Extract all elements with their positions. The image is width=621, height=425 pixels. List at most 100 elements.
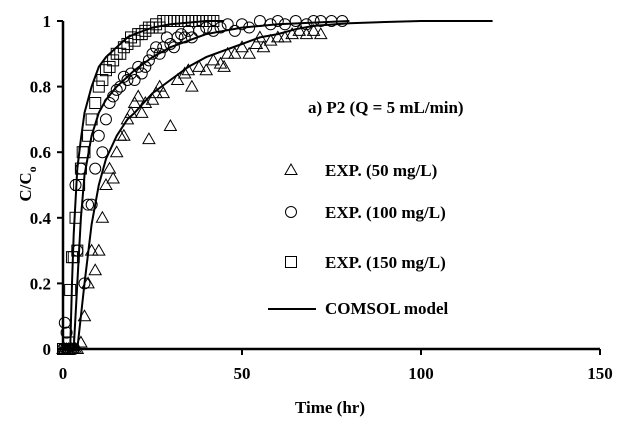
data-point xyxy=(60,326,73,339)
data-point xyxy=(227,46,242,59)
data-point xyxy=(175,28,188,41)
series-3 xyxy=(69,20,493,350)
data-point xyxy=(128,74,141,87)
data-point xyxy=(134,105,149,118)
x-tick-label: 100 xyxy=(408,364,434,383)
data-point xyxy=(85,198,98,211)
data-point xyxy=(270,30,285,43)
x-tick-label: 150 xyxy=(587,364,613,383)
data-point xyxy=(289,15,302,27)
legend-item-3: COMSOL model xyxy=(268,299,449,318)
data-point xyxy=(306,23,321,36)
data-point xyxy=(110,83,123,96)
legend-item-1: EXP. (100 mg/L) xyxy=(285,203,446,222)
data-point xyxy=(228,24,241,37)
data-point xyxy=(109,145,124,158)
y-tick-label: 1 xyxy=(43,12,52,31)
legend-item-2: EXP. (150 mg/L) xyxy=(285,253,446,272)
data-point xyxy=(145,92,160,105)
data-point xyxy=(313,27,328,40)
y-tick-label: 0.8 xyxy=(30,78,51,97)
data-point xyxy=(120,112,135,125)
data-point xyxy=(164,37,177,50)
data-point xyxy=(235,40,249,53)
x-tick-label: 0 xyxy=(59,364,68,383)
data-point xyxy=(170,73,185,86)
data-point xyxy=(156,86,171,99)
data-point xyxy=(132,60,145,73)
data-point xyxy=(64,283,77,296)
data-point xyxy=(256,40,271,53)
data-point xyxy=(96,74,109,87)
data-point xyxy=(285,27,299,40)
data-point xyxy=(99,177,113,190)
data-point xyxy=(236,18,248,31)
data-point xyxy=(249,36,264,49)
data-point xyxy=(95,210,110,223)
data-point xyxy=(99,113,112,126)
data-point xyxy=(153,47,166,60)
data-point xyxy=(300,18,313,31)
data-point xyxy=(138,95,153,108)
data-point xyxy=(139,24,152,37)
data-point xyxy=(114,47,127,60)
legend-marker xyxy=(284,162,298,175)
legend-label: EXP. (50 mg/L) xyxy=(325,161,437,180)
chart-title: a) P2 (Q = 5 mL/min) xyxy=(308,98,464,117)
data-point xyxy=(88,263,103,276)
data-point xyxy=(263,33,278,46)
data-point xyxy=(116,128,131,141)
legend-marker xyxy=(285,206,297,218)
data-point xyxy=(117,70,130,83)
data-point xyxy=(106,171,120,184)
model-curve-2 xyxy=(69,20,225,350)
data-point xyxy=(89,97,102,109)
data-point xyxy=(89,162,102,175)
data-point xyxy=(192,59,206,72)
x-tick-label: 50 xyxy=(234,364,251,383)
data-point xyxy=(102,161,117,174)
x-axis-label: Time (hr) xyxy=(295,398,365,417)
y-tick-label: 0.4 xyxy=(30,209,52,228)
legend-marker xyxy=(285,256,297,268)
data-point xyxy=(171,31,184,44)
data-point xyxy=(82,129,95,142)
data-point xyxy=(206,53,221,66)
data-point xyxy=(92,129,105,142)
data-point xyxy=(99,64,112,77)
y-axis-label-subscript: o xyxy=(25,166,39,172)
data-point xyxy=(163,118,178,131)
data-point xyxy=(121,74,134,87)
legend-item-0: EXP. (50 mg/L) xyxy=(284,161,437,180)
data-point xyxy=(220,46,235,59)
data-point xyxy=(92,80,105,93)
data-point xyxy=(214,21,227,34)
axes xyxy=(57,20,601,355)
data-point xyxy=(58,316,71,329)
data-point xyxy=(175,15,188,27)
y-axis-label: C/Co xyxy=(16,166,39,201)
data-point xyxy=(96,146,109,159)
data-point xyxy=(142,132,156,145)
data-point xyxy=(71,244,84,257)
data-point xyxy=(242,46,257,59)
data-point xyxy=(150,41,163,54)
data-point xyxy=(271,15,284,27)
data-point xyxy=(135,67,148,80)
data-point xyxy=(103,60,116,73)
data-point xyxy=(131,89,146,102)
y-axis-label-main: C/C xyxy=(16,172,35,201)
data-point xyxy=(299,27,314,40)
data-point xyxy=(127,95,142,108)
legend-label: COMSOL model xyxy=(325,299,449,318)
data-point xyxy=(142,54,155,67)
data-point xyxy=(185,79,199,92)
y-tick-label: 0.6 xyxy=(30,143,51,162)
data-point xyxy=(199,63,214,76)
data-point xyxy=(107,54,120,67)
data-point xyxy=(200,21,213,34)
data-point xyxy=(278,30,292,43)
y-tick-label: 0 xyxy=(43,340,52,359)
data-point xyxy=(217,59,231,72)
